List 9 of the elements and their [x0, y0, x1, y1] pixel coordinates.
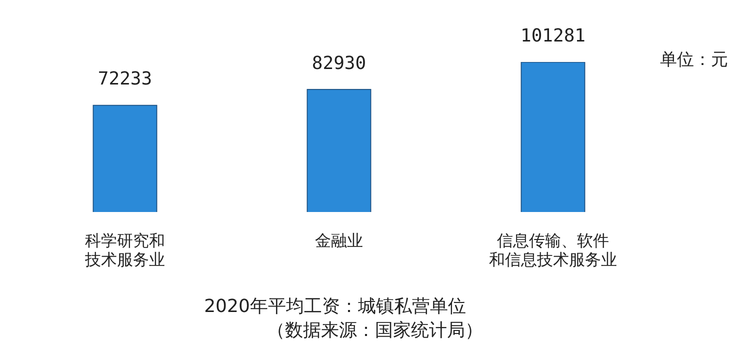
x-tick-label: 科学研究和技术服务业 — [84, 230, 165, 269]
annotation: 单位：元 — [660, 49, 728, 71]
text: 2020年平均工资：城镇私营单位 — [204, 296, 466, 317]
data-label: 101281 — [520, 26, 586, 47]
x-tick-label: 金融业 — [315, 230, 363, 250]
x-tick-label: 信息传输、软件和信息技术服务业 — [489, 230, 617, 269]
data-label: 82930 — [312, 52, 366, 74]
data-label: 72233 — [98, 68, 152, 90]
text: （数据来源：国家统计局） — [266, 319, 484, 342]
